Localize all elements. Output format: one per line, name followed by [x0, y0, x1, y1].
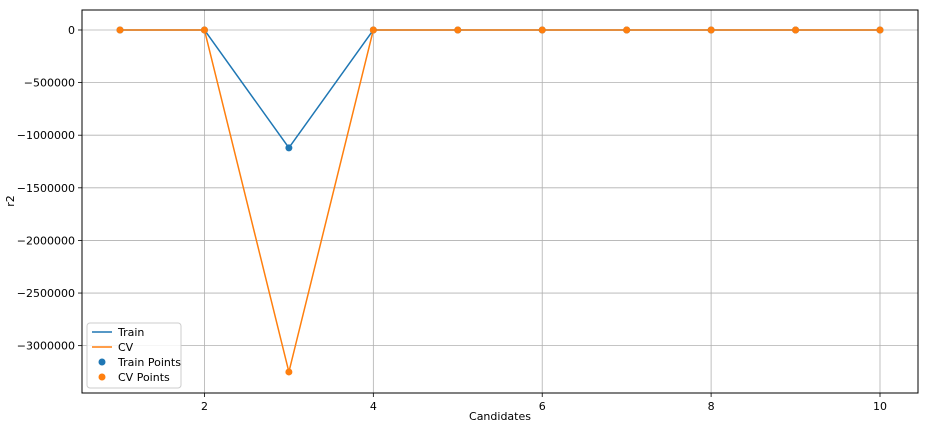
- cv-points-point: [285, 368, 293, 376]
- x-axis-label: Candidates: [469, 410, 531, 423]
- y-tick-label: −3000000: [17, 340, 75, 353]
- legend-label-cv-points: CV Points: [118, 371, 170, 384]
- y-tick-label: −1500000: [17, 182, 75, 195]
- legend: Train CV Train Points CV Points: [86, 322, 182, 389]
- grid-lines: [82, 10, 918, 393]
- plot-area: [116, 26, 884, 376]
- train-points-point: [285, 144, 293, 152]
- x-tick-label: 6: [539, 400, 546, 413]
- y-axis-label: r2: [4, 195, 17, 207]
- cv-points-point: [792, 26, 800, 34]
- x-tick-label: 8: [708, 400, 715, 413]
- y-tick-label: −500000: [24, 77, 75, 90]
- legend-swatch-train-points: [98, 358, 106, 366]
- cv-points-point: [876, 26, 884, 34]
- cv-points-point: [116, 26, 124, 34]
- legend-box: [86, 322, 182, 389]
- legend-swatch-cv-points: [98, 373, 106, 381]
- cv-points-point: [454, 26, 462, 34]
- cv-points-point: [707, 26, 715, 34]
- axis-ticks: 2 4 6 8 10 0 −500000 −1000000 −1500000 −2000000 −2…: [17, 24, 887, 413]
- x-tick-label: 4: [370, 400, 377, 413]
- y-tick-label: −2000000: [17, 234, 75, 247]
- axes-frame: [81, 9, 919, 394]
- cv-line: [120, 29, 880, 373]
- y-tick-label: −2500000: [17, 287, 75, 300]
- legend-label-train-points: Train Points: [117, 356, 181, 369]
- cv-points-point: [200, 26, 208, 34]
- x-tick-label: 2: [201, 400, 208, 413]
- legend-label-cv: CV: [118, 341, 134, 354]
- train-line: [120, 29, 880, 149]
- x-tick-label: 10: [873, 400, 887, 413]
- y-tick-label: −1000000: [17, 129, 75, 142]
- legend-label-train: Train: [117, 326, 144, 339]
- cv-points-point: [623, 26, 631, 34]
- cv-points-point: [538, 26, 546, 34]
- cv-points-point: [369, 26, 377, 34]
- y-tick-label: 0: [68, 24, 75, 37]
